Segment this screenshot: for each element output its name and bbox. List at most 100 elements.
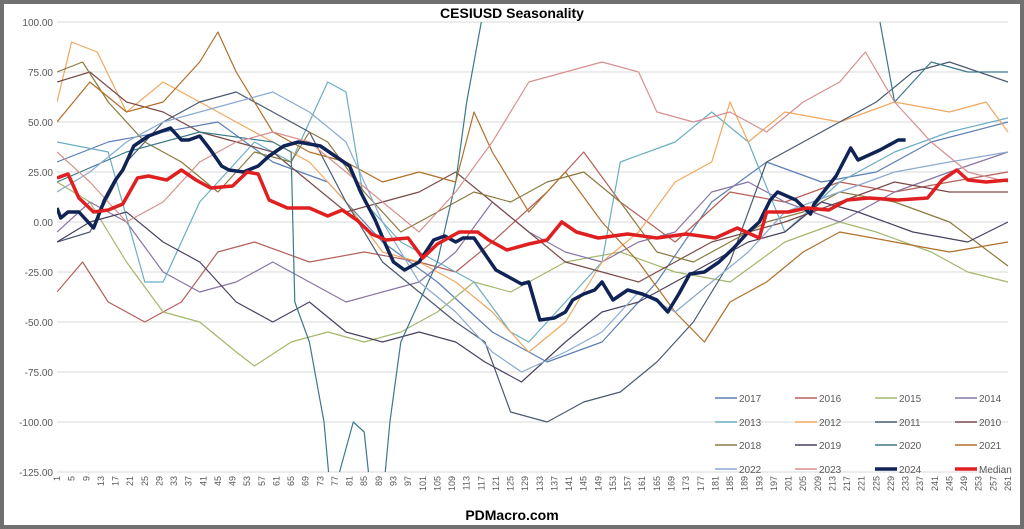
x-tick-label: 13 [96, 476, 106, 486]
series-line-2023 [57, 51, 1009, 233]
x-tick-label: 141 [564, 476, 574, 491]
x-tick-label: 217 [842, 476, 852, 491]
series-line-2013 [57, 81, 1009, 343]
legend-label: 2015 [899, 394, 922, 405]
legend-item-median: Median [955, 465, 1012, 476]
legend-label: 2012 [819, 418, 842, 429]
x-tick-label: 233 [901, 476, 911, 491]
x-tick-label: 157 [623, 476, 633, 491]
x-tick-label: 201 [784, 476, 794, 491]
legend-item-2023: 2023 [795, 465, 842, 476]
x-tick-label: 101 [418, 476, 428, 491]
x-tick-label: 133 [535, 476, 545, 491]
x-tick-label: 81 [345, 476, 355, 486]
legend-label: 2019 [819, 441, 842, 452]
x-tick-label: 149 [593, 476, 603, 491]
x-tick-label: 109 [447, 476, 457, 491]
y-axis-ticks: 100.00 75.00 50.00 25.00 0.00 -25.00 -50.00 -75… [19, 18, 53, 479]
legend-item-2010: 2010 [955, 418, 1002, 429]
x-tick-label: 105 [432, 476, 442, 491]
legend-label: 2017 [739, 394, 762, 405]
x-tick-label: 225 [871, 476, 881, 491]
series-line-2015 [57, 181, 1009, 367]
legend-item-2013: 2013 [715, 418, 762, 429]
x-tick-label: 29 [154, 476, 164, 486]
x-tick-label: 221 [857, 476, 867, 491]
y-tick-label: -75.00 [25, 368, 54, 379]
series-line-2024 [57, 126, 906, 322]
legend-item-2011: 2011 [875, 418, 921, 429]
series-line-2011 [57, 61, 1009, 423]
legend-label: Median [979, 465, 1012, 476]
legend-item-2021: 2021 [955, 441, 1002, 452]
x-tick-label: 229 [886, 476, 896, 491]
series-line-median [57, 168, 1009, 260]
y-tick-label: -25.00 [25, 268, 54, 279]
legend-label: 2020 [899, 441, 922, 452]
legend-label: 2021 [979, 441, 1002, 452]
series-line-2018 [57, 61, 1009, 267]
legend-label: 2024 [899, 465, 922, 476]
x-tick-label: 41 [198, 476, 208, 486]
y-tick-label: 50.00 [28, 118, 53, 129]
chart-title: CESIUSD Seasonality [440, 5, 584, 21]
x-tick-label: 125 [506, 476, 516, 491]
x-tick-label: 189 [740, 476, 750, 491]
legend-item-2024: 2024 [875, 465, 922, 476]
x-tick-label: 93 [389, 476, 399, 486]
legend-item-2014: 2014 [955, 394, 1002, 405]
legend-item-2018: 2018 [715, 441, 762, 452]
y-tick-label: 25.00 [28, 168, 53, 179]
x-tick-label: 181 [710, 476, 720, 491]
x-tick-label: 257 [988, 476, 998, 491]
x-tick-label: 209 [813, 476, 823, 491]
x-tick-label: 245 [944, 476, 954, 491]
x-tick-label: 61 [271, 476, 281, 486]
footer-source: PDMacro.com [465, 507, 558, 523]
legend-item-2019: 2019 [795, 441, 842, 452]
legend-label: 2022 [739, 465, 762, 476]
legend-item-2012: 2012 [795, 418, 842, 429]
gridlines [57, 21, 1008, 473]
x-tick-label: 97 [403, 476, 413, 486]
legend-label: 2018 [739, 441, 762, 452]
y-tick-label: 0.00 [34, 218, 54, 229]
legend-label: 2014 [979, 394, 1002, 405]
x-tick-label: 165 [652, 476, 662, 491]
x-tick-label: 261 [1003, 476, 1013, 491]
x-tick-label: 117 [476, 476, 486, 490]
series-line-2012 [57, 41, 1009, 353]
x-tick-label: 5 [67, 476, 77, 481]
x-tick-label: 37 [184, 476, 194, 486]
legend-item-2017: 2017 [715, 394, 762, 405]
x-tick-label: 145 [579, 476, 589, 491]
x-tick-label: 129 [520, 476, 530, 491]
series-line-2021 [57, 31, 1009, 343]
x-tick-label: 113 [462, 476, 472, 490]
x-tick-label: 89 [374, 476, 384, 486]
x-tick-label: 33 [169, 476, 179, 486]
x-tick-label: 17 [111, 476, 121, 486]
x-tick-label: 53 [242, 476, 252, 486]
y-tick-label: -50.00 [25, 318, 54, 329]
x-tick-label: 177 [696, 476, 706, 491]
y-tick-label: 100.00 [22, 18, 53, 29]
x-tick-label: 85 [359, 476, 369, 486]
series-line-2020 [57, 22, 1008, 472]
x-tick-label: 45 [213, 476, 223, 486]
x-tick-label: 213 [827, 476, 837, 491]
legend-label: 2013 [739, 418, 762, 429]
legend-item-2020: 2020 [875, 441, 922, 452]
x-tick-label: 193 [754, 476, 764, 491]
series-line-2019 [57, 201, 1009, 383]
legend-label: 2010 [979, 418, 1002, 429]
x-tick-label: 161 [637, 476, 647, 491]
x-axis-ticks: 1 5 9 13 17 21 25 29 33 37 41 45 49 53 57 61 65 69 73 77 81 8… [52, 476, 1013, 491]
x-tick-label: 9 [81, 476, 91, 481]
x-tick-label: 169 [666, 476, 676, 491]
x-tick-label: 173 [681, 476, 691, 491]
legend-item-2022: 2022 [715, 465, 762, 476]
y-tick-label: -125.00 [19, 468, 53, 479]
series-line-2022 [57, 91, 1009, 373]
